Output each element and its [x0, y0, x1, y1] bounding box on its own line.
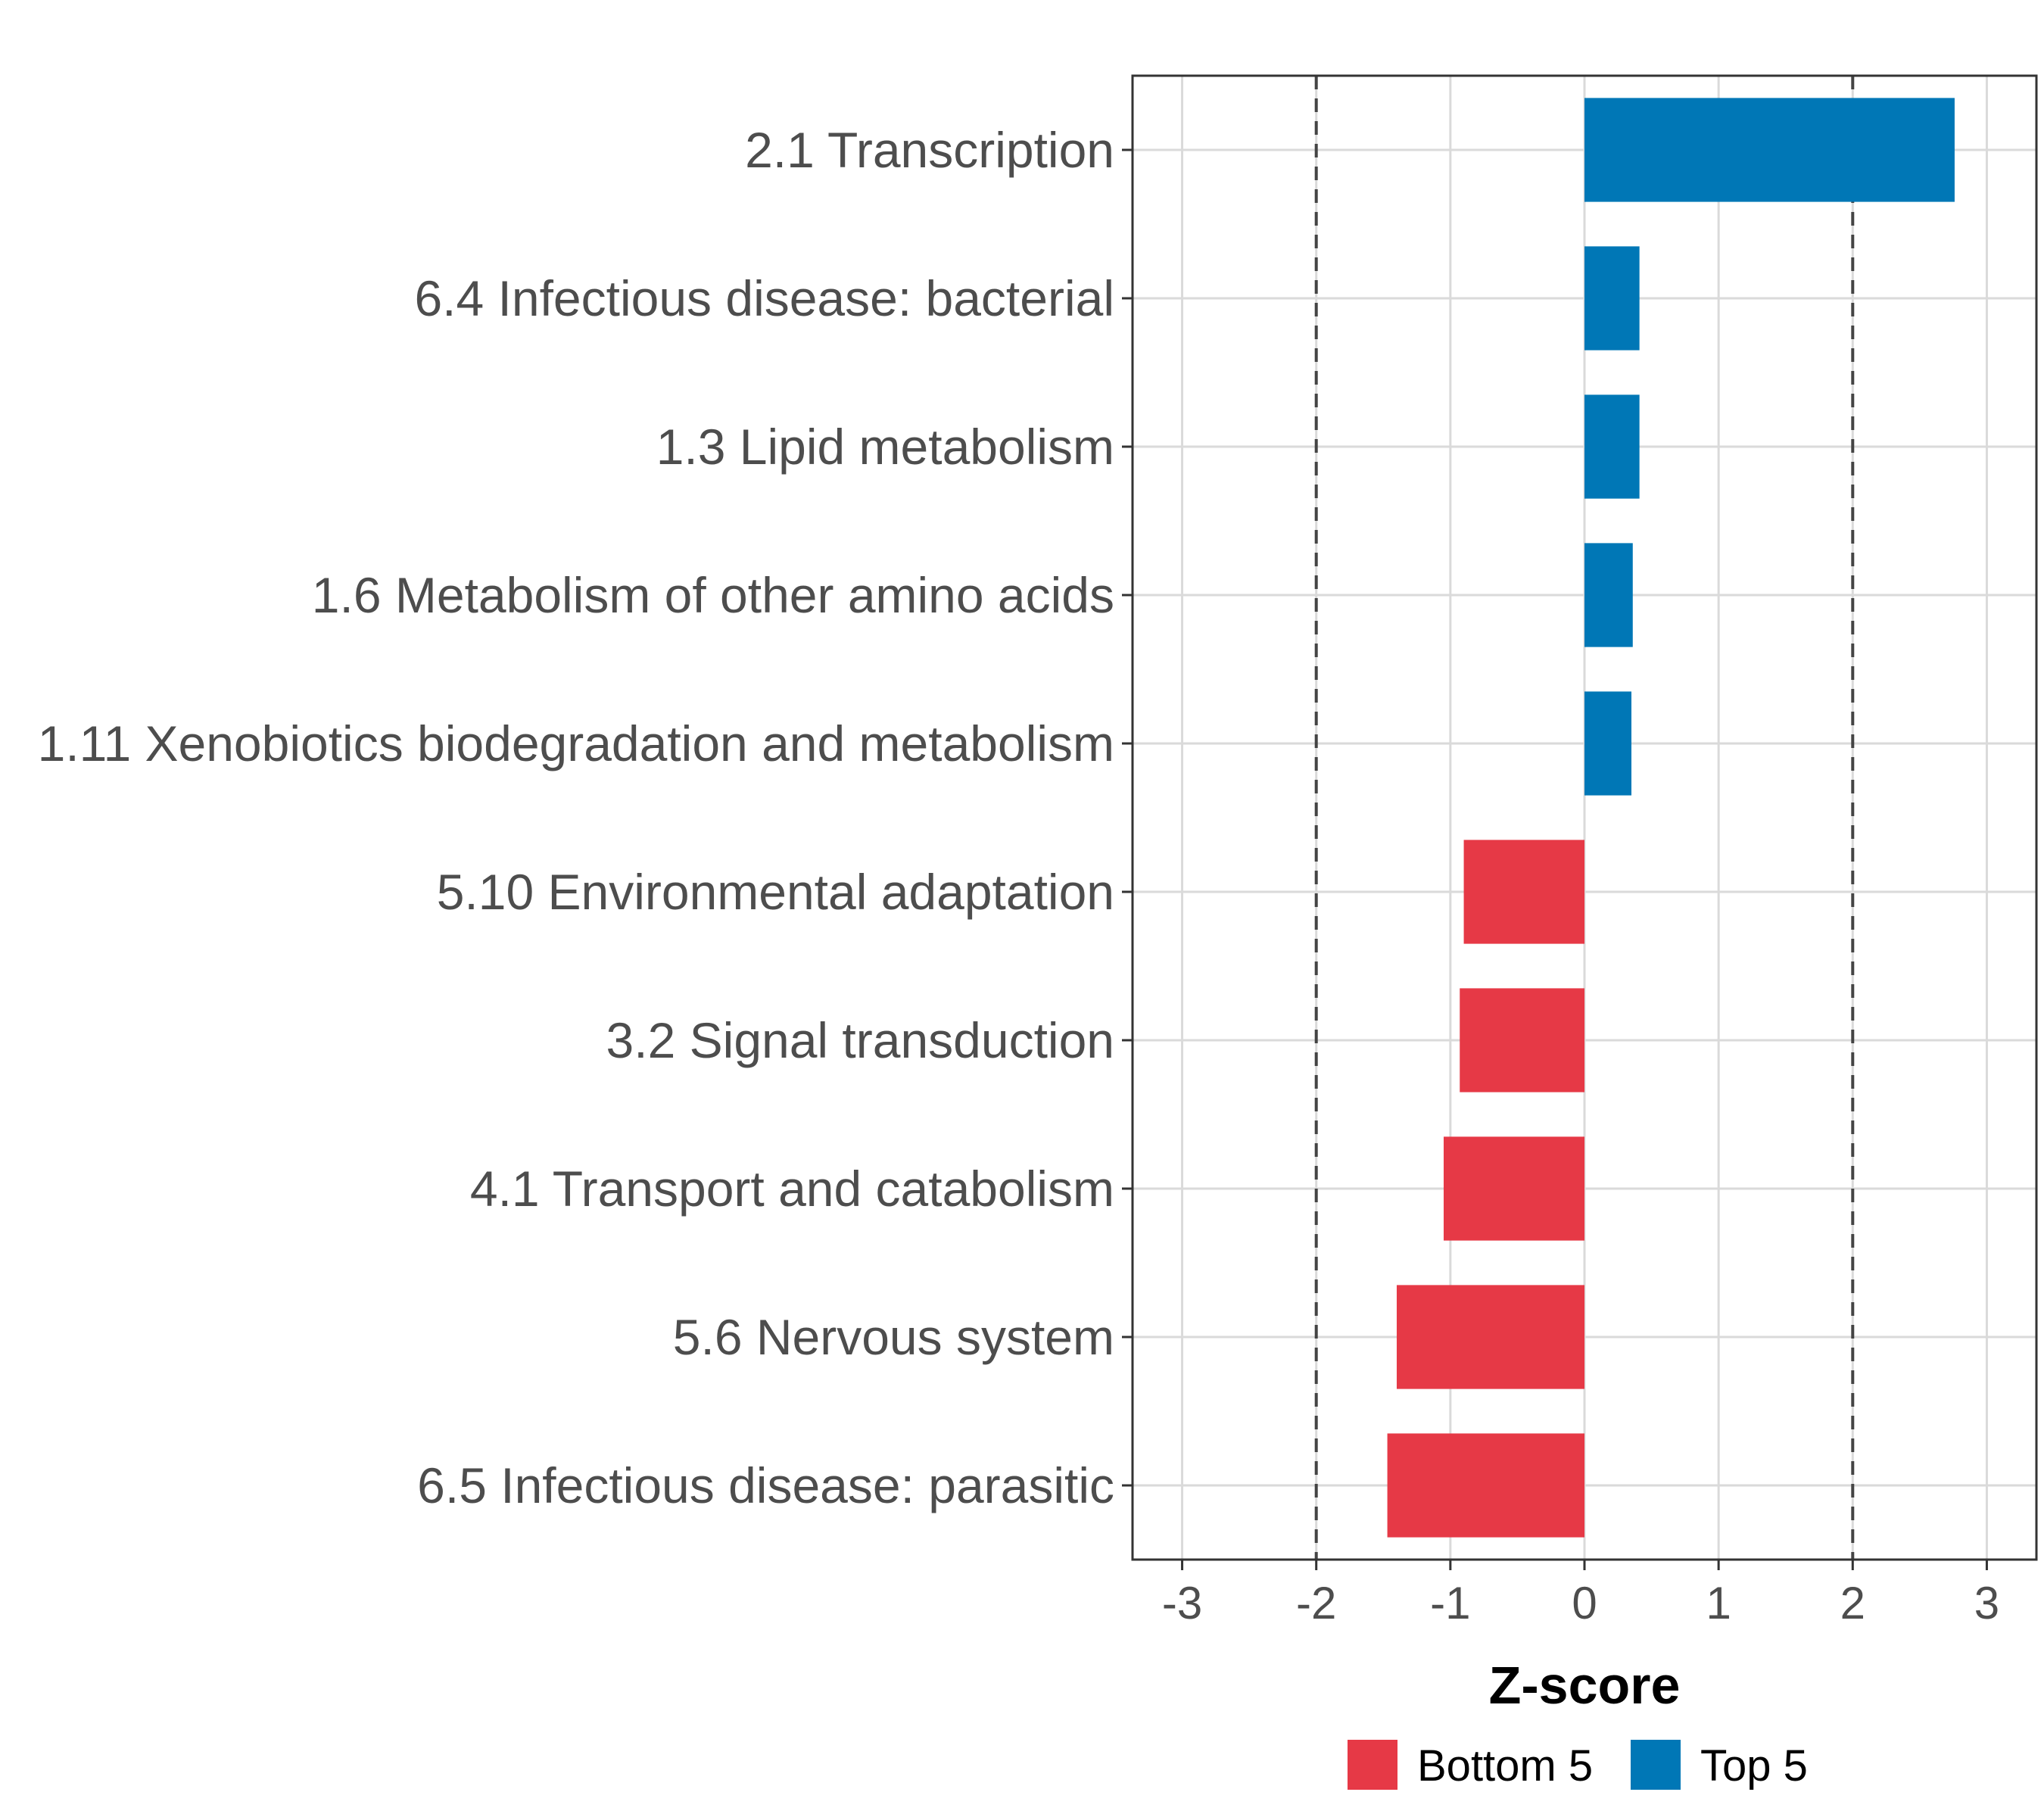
y-axis: 2.1 Transcription 6.4 Infectious disease:… [38, 122, 1133, 1513]
legend-key [1631, 1740, 1681, 1790]
bar [1584, 98, 1955, 202]
reference-lines [1314, 76, 1855, 1560]
legend-key [1348, 1740, 1397, 1790]
category-label: 1.11 Xenobiotics biodegradation and meta… [38, 715, 1114, 771]
x-tick-label: -2 [1296, 1578, 1336, 1628]
x-tick-label: 0 [1572, 1578, 1597, 1628]
x-tick-label: 2 [1840, 1578, 1865, 1628]
legend: Bottom 5 Top 5 [1348, 1740, 1808, 1791]
category-label: 6.5 Infectious disease: parasitic [417, 1457, 1114, 1513]
bar [1584, 394, 1640, 499]
x-axis: -3 -2 -1 0 1 2 3 [1162, 1560, 1999, 1628]
bar [1396, 1285, 1584, 1389]
category-label: 1.6 Metabolism of other amino acids [312, 567, 1114, 623]
category-label: 1.3 Lipid metabolism [656, 419, 1114, 475]
category-label: 2.1 Transcription [745, 122, 1114, 178]
category-label: 3.2 Signal transduction [606, 1012, 1114, 1068]
category-label: 5.10 Environmental adaptation [437, 864, 1114, 920]
bar [1584, 543, 1633, 647]
x-tick-label: 1 [1706, 1578, 1731, 1628]
legend-label: Bottom 5 [1417, 1741, 1593, 1791]
bars [1387, 98, 1955, 1538]
legend-label: Top 5 [1700, 1741, 1808, 1791]
x-axis-title: Z-score [1489, 1656, 1681, 1715]
x-tick-label: 3 [1974, 1578, 1999, 1628]
bar [1584, 246, 1640, 351]
bar [1460, 988, 1584, 1092]
bar [1387, 1433, 1584, 1538]
bar [1584, 691, 1632, 796]
x-tick-label: -1 [1430, 1578, 1470, 1628]
x-tick-label: -3 [1162, 1578, 1202, 1628]
category-label: 6.4 Infectious disease: bacterial [414, 270, 1114, 326]
category-label: 4.1 Transport and catabolism [470, 1161, 1114, 1217]
bar [1443, 1136, 1584, 1241]
category-label: 5.6 Nervous system [673, 1309, 1114, 1365]
bar [1463, 840, 1584, 944]
